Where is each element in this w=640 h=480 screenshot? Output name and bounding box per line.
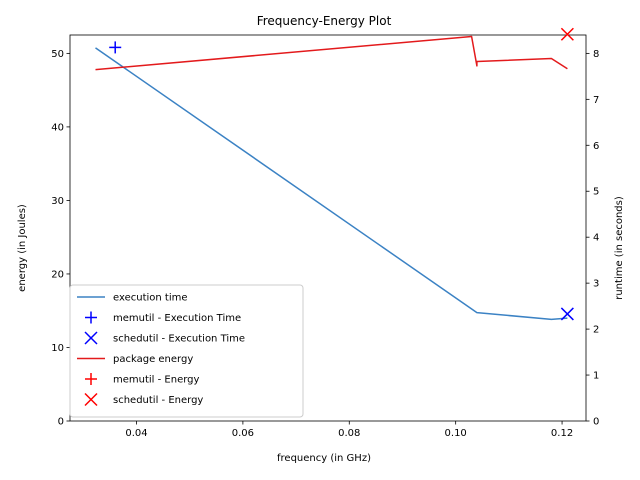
y-left-tick-label: 20 xyxy=(51,269,64,280)
y-left-tick-label: 30 xyxy=(51,196,64,207)
legend-swatch-memutil-execution-time xyxy=(85,311,97,324)
marker-memutil-execution-time xyxy=(109,41,122,54)
series-line-package-energy xyxy=(95,35,568,71)
x-tick-label: 0.10 xyxy=(445,428,467,439)
legend-swatch-schedutil-execution-time xyxy=(84,331,98,345)
legend-label-schedutil-energy: schedutil - Energy xyxy=(113,395,203,406)
y-right-tick-label: 0 xyxy=(593,417,599,428)
series-line-execution-time xyxy=(95,47,568,321)
y-right-tick-label: 6 xyxy=(593,141,599,152)
marker-schedutil-execution-time-b xyxy=(560,307,574,321)
y-right-tick-label: 3 xyxy=(593,279,599,290)
chart-title: Frequency-Energy Plot xyxy=(257,14,392,28)
legend-swatch-schedutil-energy xyxy=(84,392,98,407)
y-right-tick-label: 2 xyxy=(593,325,599,336)
x-axis-ticks: 0.04 0.06 0.08 0.10 0.12 xyxy=(125,421,573,439)
y-right-axis-label: runtime (in seconds) xyxy=(614,196,625,300)
y-right-tick-label: 8 xyxy=(593,49,599,60)
y-right-tick-label: 5 xyxy=(593,187,599,198)
y-left-tick-label: 10 xyxy=(51,343,64,354)
legend-label-package-energy: package energy xyxy=(113,354,193,365)
y-right-tick-label: 7 xyxy=(593,95,599,106)
plot-frame xyxy=(69,34,587,422)
legend-swatch-schedutil-execution-time-b xyxy=(84,331,98,345)
legend-label-memutil-execution-time: memutil - Execution Time xyxy=(113,313,241,324)
legend-box xyxy=(69,284,304,418)
legend-swatch-schedutil-energy-b xyxy=(84,392,98,407)
y-right-tick-label: 1 xyxy=(593,371,599,382)
y-right-tick-label: 4 xyxy=(593,233,599,244)
marker-schedutil-energy-b xyxy=(560,27,574,41)
x-tick-label: 0.12 xyxy=(551,428,573,439)
marker-schedutil-execution-time xyxy=(560,307,574,321)
legend-label-memutil-energy: memutil - Energy xyxy=(113,375,200,386)
x-tick-label: 0.04 xyxy=(125,428,147,439)
marker-schedutil-energy xyxy=(560,27,574,41)
legend-label-execution-time: execution time xyxy=(113,293,188,304)
y-right-axis-ticks: 0 1 2 3 4 5 6 7 8 xyxy=(586,49,599,428)
y-left-tick-label: 50 xyxy=(51,49,64,60)
x-tick-label: 0.08 xyxy=(338,428,360,439)
y-left-axis-ticks: 0 10 20 30 40 50 xyxy=(51,49,70,428)
plot-area xyxy=(69,34,587,422)
legend-swatch-memutil-energy xyxy=(85,373,97,385)
y-left-tick-label: 40 xyxy=(51,122,64,133)
y-left-axis-label: energy (in Joules) xyxy=(17,204,28,292)
series-layer xyxy=(95,27,574,321)
x-tick-label: 0.06 xyxy=(232,428,254,439)
x-axis-label: frequency (in GHz) xyxy=(277,453,371,464)
legend-label-schedutil-execution-time: schedutil - Execution Time xyxy=(113,334,245,345)
legend: execution time memutil - Execution Time sc… xyxy=(69,284,304,418)
y-left-tick-label: 0 xyxy=(58,417,64,428)
